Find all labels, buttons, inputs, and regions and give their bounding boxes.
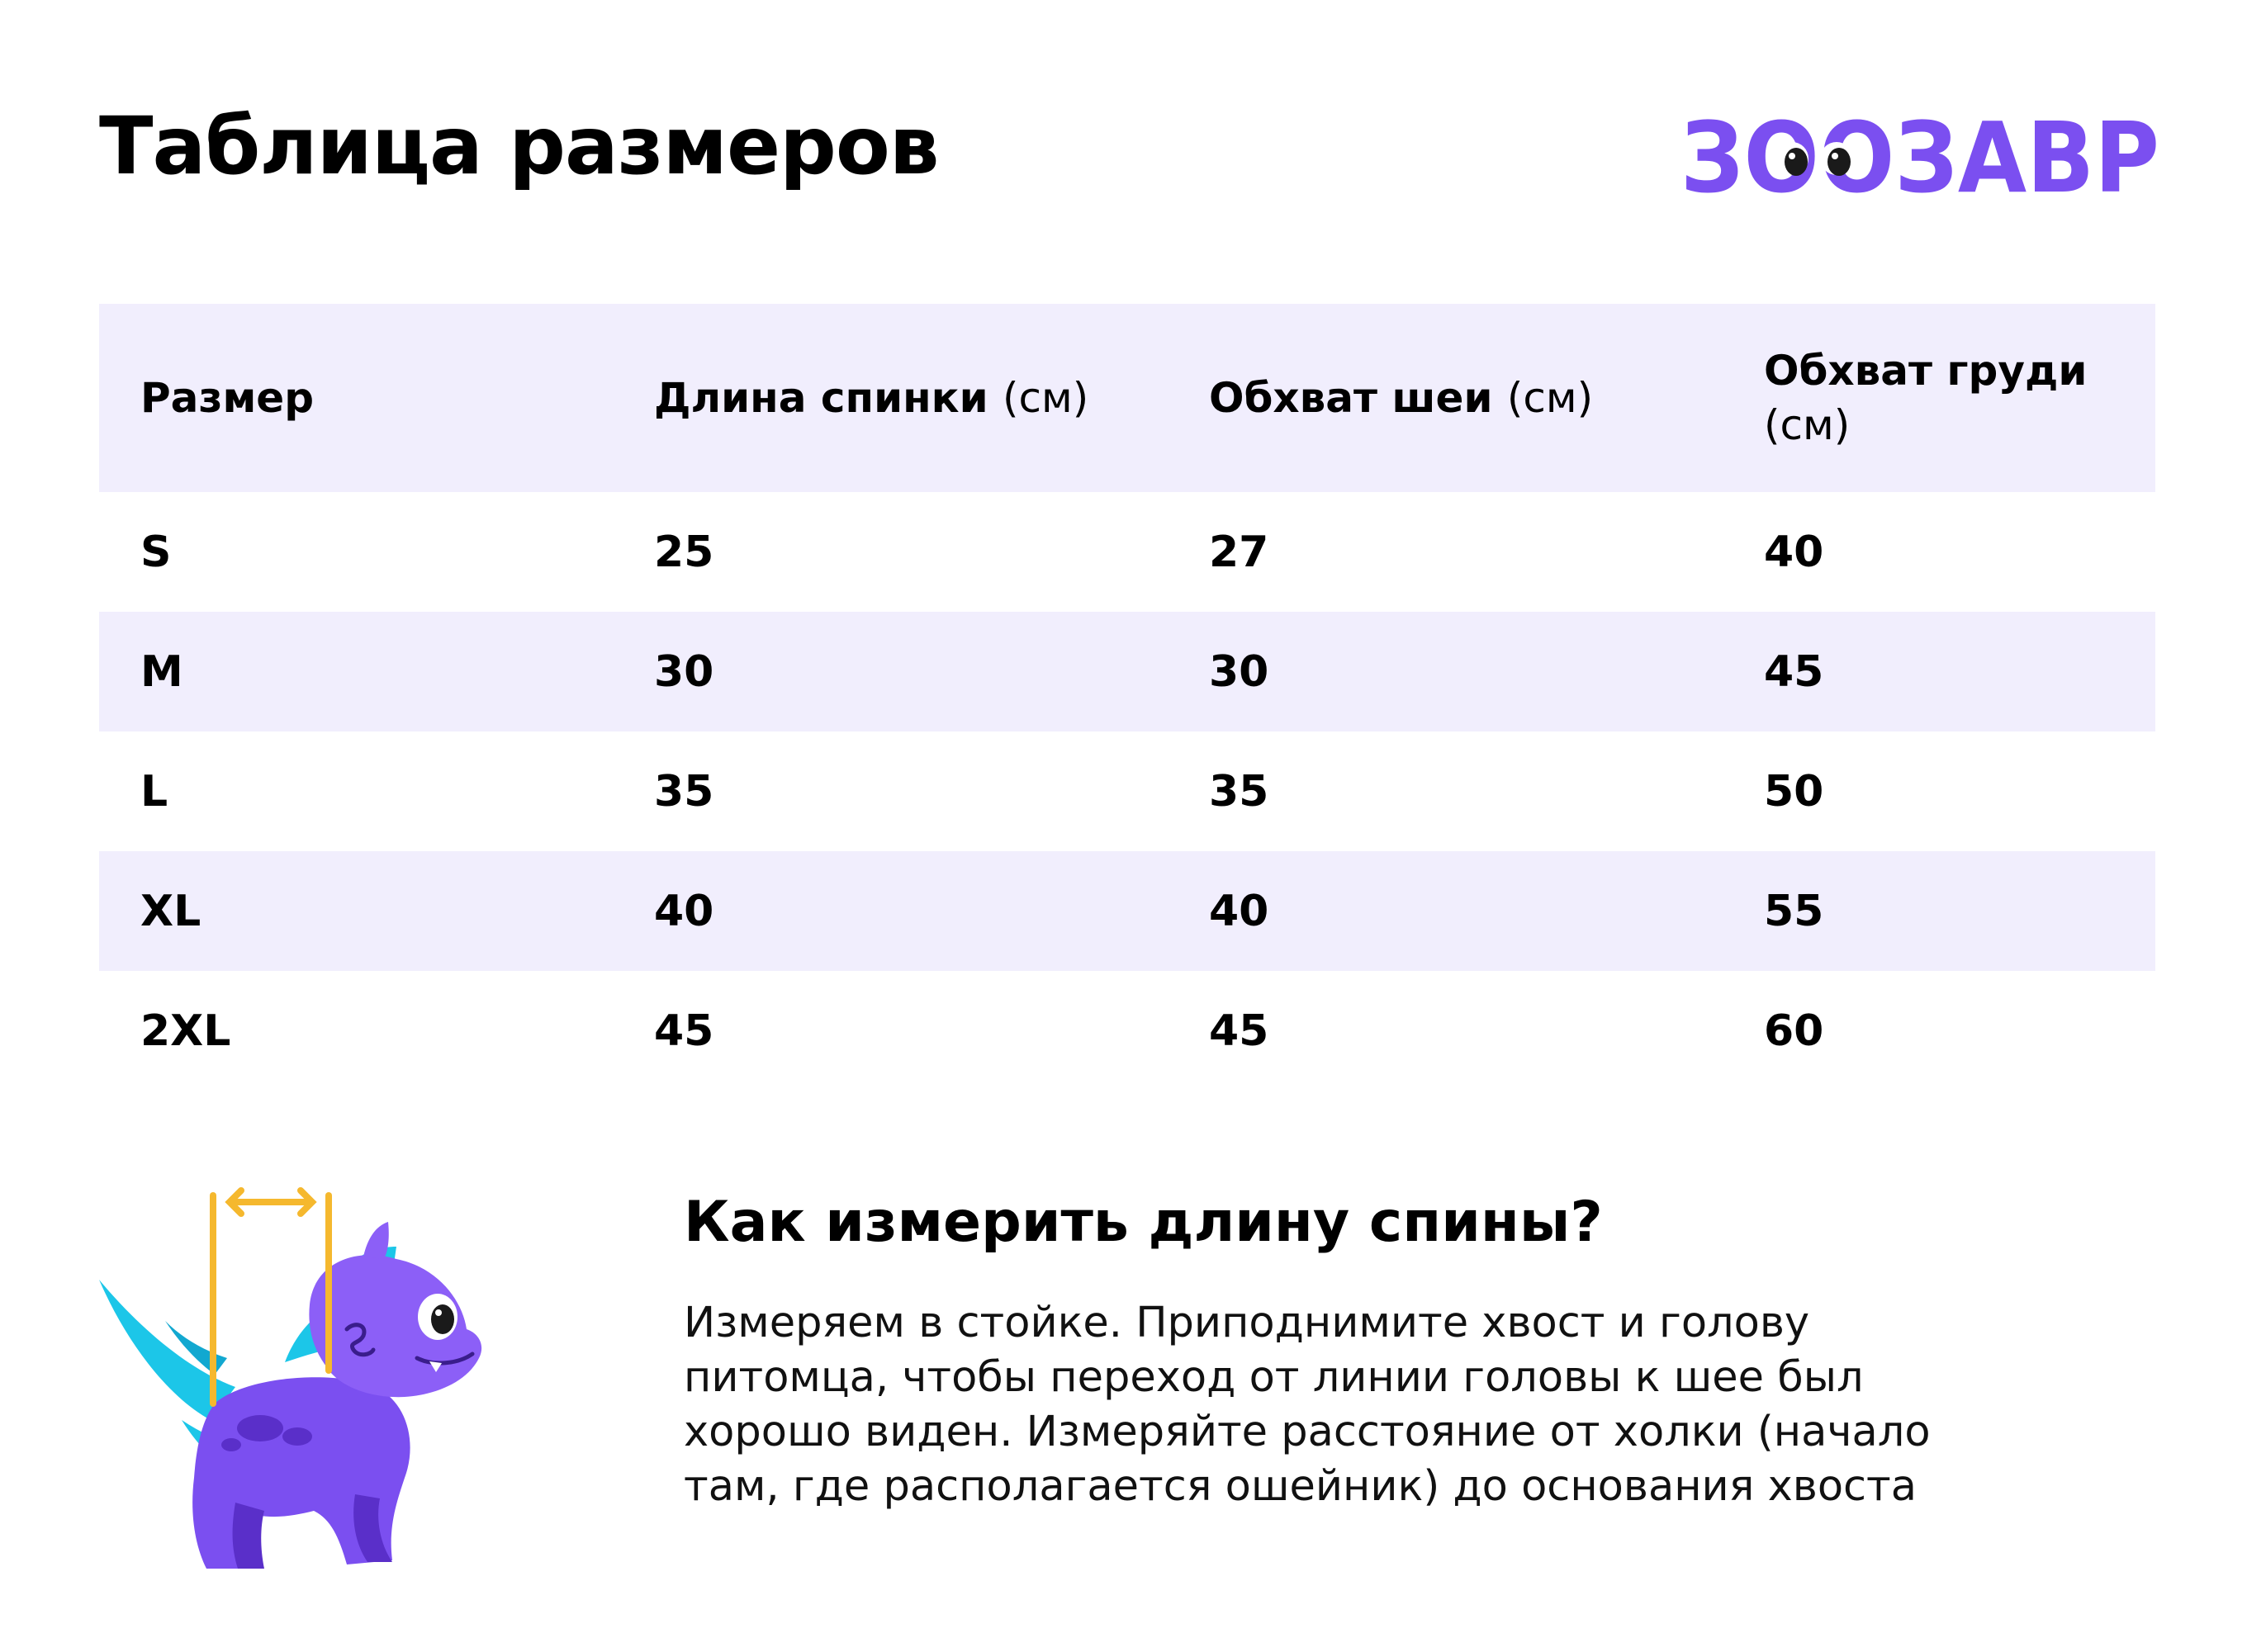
- table-row: XL 40 40 55: [99, 851, 2155, 971]
- cell-chest: 45: [1764, 646, 1824, 697]
- cell-neck: 35: [1209, 766, 1269, 817]
- measure-arrow-icon: [210, 1187, 332, 1407]
- mascot-spot-icon: [237, 1415, 283, 1441]
- cell-neck: 30: [1209, 646, 1269, 697]
- header-size-label: Размер: [140, 374, 315, 422]
- mascot-pupil-icon: [431, 1304, 454, 1334]
- table-row: L 35 35 50: [99, 731, 2155, 851]
- header-neck-label: Обхват шеи: [1209, 374, 1493, 422]
- brand-logo-text: ЗООЗАВР: [1681, 101, 2159, 215]
- table-row: S 25 27 40: [99, 492, 2155, 612]
- mascot-spot-icon: [221, 1438, 241, 1451]
- mascot-leg-icon: [353, 1494, 392, 1562]
- header-back-length-unit: (см): [1003, 374, 1089, 422]
- cell-back-length: 45: [654, 1006, 714, 1056]
- header-chest-label: Обхват груди: [1764, 347, 2088, 395]
- table-row: M 30 30 45: [99, 612, 2155, 731]
- mascot-horn-icon: [363, 1222, 389, 1259]
- cell-neck: 40: [1209, 886, 1269, 936]
- howto-title: Как измерить длину спины?: [684, 1190, 1603, 1255]
- cell-chest: 55: [1764, 886, 1824, 936]
- tail-spike-icon: [99, 1280, 235, 1420]
- table-row: 2XL 45 45 60: [99, 971, 2155, 1091]
- mascot-tooth-icon: [429, 1361, 442, 1372]
- cell-back-length: 30: [654, 646, 714, 697]
- cell-back-length: 35: [654, 766, 714, 817]
- cell-size: S: [140, 527, 172, 577]
- cell-neck: 45: [1209, 1006, 1269, 1056]
- cell-chest: 40: [1764, 527, 1824, 577]
- dinosaur-mascot-icon: [99, 1187, 482, 1569]
- mascot-mouth-icon: [415, 1351, 475, 1366]
- cell-chest: 60: [1764, 1006, 1824, 1056]
- brand-logo: ЗООЗАВР: [1681, 101, 2159, 215]
- cell-size: XL: [140, 886, 201, 936]
- page-title: Таблица размеров: [99, 100, 940, 192]
- table-header-row: Размер Длина спинки (см) Обхват шеи (см)…: [99, 304, 2155, 492]
- mascot-spot-icon: [282, 1427, 312, 1446]
- cell-back-length: 40: [654, 886, 714, 936]
- howto-text: Измеряем в стойке. Приподнимите хвост и …: [684, 1299, 1931, 1511]
- header-chest: Обхват груди (см): [1723, 304, 2155, 492]
- mascot-cheek-icon: [344, 1323, 376, 1357]
- cell-size: L: [140, 766, 168, 817]
- size-table: Размер Длина спинки (см) Обхват шеи (см)…: [99, 304, 2155, 1091]
- logo-eyes-icon: [1775, 142, 1853, 176]
- header-neck-unit: (см): [1506, 374, 1594, 422]
- header-chest-unit: (см): [1764, 401, 1851, 449]
- cell-chest: 50: [1764, 766, 1824, 817]
- cell-back-length: 25: [654, 527, 714, 577]
- header-neck: Обхват шеи (см): [1168, 304, 1723, 492]
- cell-size: 2XL: [140, 1006, 231, 1056]
- mascot-leg-icon: [232, 1503, 264, 1569]
- cell-neck: 27: [1209, 527, 1269, 577]
- header-back-length-label: Длина спинки: [654, 374, 988, 422]
- header-size: Размер: [99, 304, 613, 492]
- cell-size: M: [140, 646, 183, 697]
- header-back-length: Длина спинки (см): [613, 304, 1168, 492]
